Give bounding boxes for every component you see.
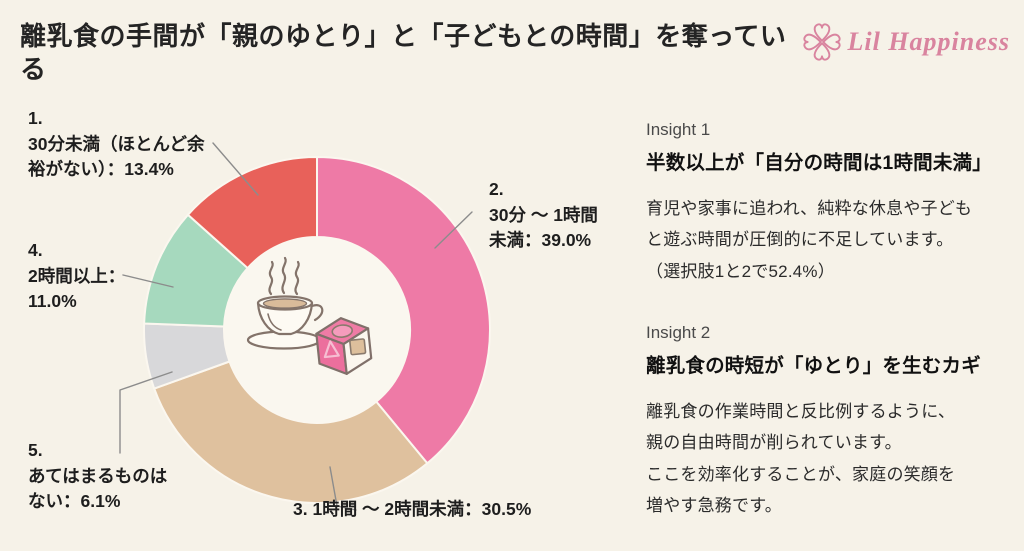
insight-2-body: 離乳食の作業時間と反比例するように、 親の自由時間が削られています。 ここを効率… bbox=[646, 402, 956, 516]
cup-handle bbox=[310, 304, 324, 322]
callout-segment-1: 1. 30分未満（ほとんど余 裕がない）：13.4% bbox=[28, 108, 205, 180]
donut-segment-3 bbox=[153, 360, 429, 504]
leader-line-4 bbox=[122, 274, 174, 288]
flower-logo-icon bbox=[803, 23, 842, 61]
brand-logo-text: Lil Happiness bbox=[847, 27, 1010, 56]
insight-1-body: 育児や家事に追われ、純粋な休息や子ども と遊ぶ時間が圧倒的に不足しています。 （… bbox=[646, 199, 973, 281]
donut-segments bbox=[143, 156, 491, 504]
callout-segment-2: 2. 30分 ～ 1時間 未満：39.0% bbox=[489, 179, 598, 251]
insight-2-kicker: Insight 2 bbox=[646, 323, 711, 342]
donut-segment-2 bbox=[316, 156, 491, 465]
insight-block-1: Insight 1 半数以上が「自分の時間は1時間未満」 育児や家事に追われ、純… bbox=[646, 120, 1018, 287]
leader-line-3 bbox=[329, 466, 357, 511]
block-circle-shape bbox=[331, 324, 353, 338]
callout-segment-5: 5. あてはまるものは ない：6.1% bbox=[28, 440, 168, 512]
leader-line-1 bbox=[212, 142, 259, 196]
block-triangle-shape bbox=[323, 340, 340, 359]
insight-1-kicker: Insight 1 bbox=[646, 120, 711, 139]
header: 離乳食の手間が「親のゆとり」と「子どもとの時間」を奪っている Lil Happi… bbox=[0, 0, 1024, 85]
block-square-shape bbox=[349, 338, 367, 356]
callout-segment-3: 3. 1時間 ～ 2時間未満：30.5% bbox=[293, 499, 532, 519]
insight-1-heading: 半数以上が「自分の時間は1時間未満」 bbox=[646, 152, 992, 174]
toy-block-icon bbox=[315, 317, 373, 375]
coffee-cup-icon bbox=[246, 256, 324, 350]
callout-segment-4: 4. 2時間以上： 11.0% bbox=[28, 240, 126, 312]
steam-icon bbox=[268, 256, 300, 296]
leader-line-5 bbox=[119, 371, 173, 454]
donut-hole bbox=[222, 235, 412, 425]
donut-segment-1 bbox=[186, 156, 318, 270]
cup-highlight bbox=[267, 313, 282, 331]
insight-2-heading: 離乳食の時短が「ゆとり」を生むカギ bbox=[646, 355, 981, 377]
coffee bbox=[262, 298, 308, 309]
insight-block-2: Insight 2 離乳食の時短が「ゆとり」を生むカギ 離乳食の作業時間と反比例… bbox=[646, 323, 1018, 522]
page-title: 離乳食の手間が「親のゆとり」と「子どもとの時間」を奪っている bbox=[20, 21, 787, 84]
leader-line-2 bbox=[434, 211, 473, 249]
brand-logo: Lil Happiness bbox=[802, 22, 1010, 62]
cup-body bbox=[256, 301, 314, 336]
